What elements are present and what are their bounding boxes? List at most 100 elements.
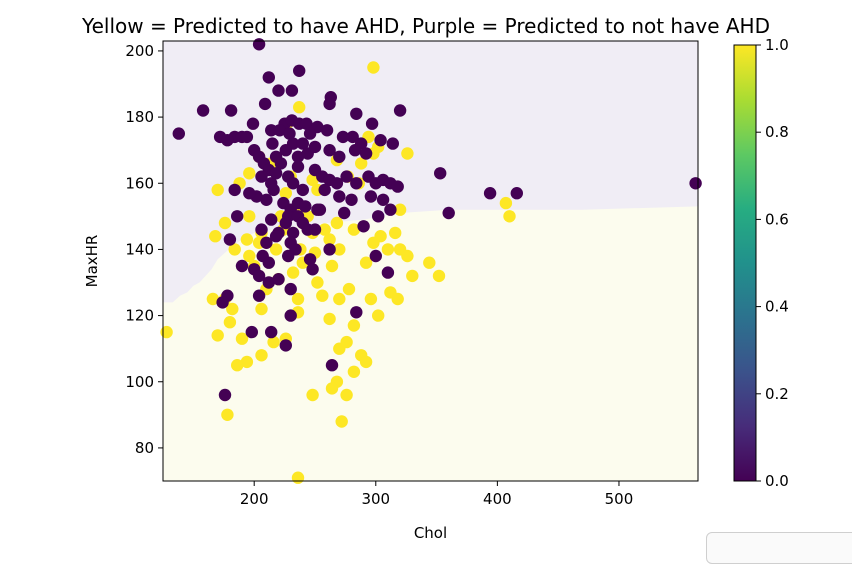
data-point-ahd <box>432 269 446 283</box>
data-point-no-ahd <box>246 117 260 130</box>
data-point-no-ahd <box>381 266 395 279</box>
data-point-no-ahd <box>359 147 373 160</box>
colorbar-ticks: 0.0 0.2 0.4 0.6 0.8 1.0 <box>756 36 789 490</box>
data-point-no-ahd <box>303 253 317 266</box>
data-point-ahd <box>367 236 380 249</box>
y-tick-label: 180 <box>125 108 154 126</box>
colorbar-scale <box>733 44 757 482</box>
colorbar-tick-label: 0.6 <box>765 210 789 228</box>
data-point-no-ahd <box>391 180 404 193</box>
data-point-ahd <box>381 243 395 256</box>
plot-frame <box>162 40 699 482</box>
data-point-ahd <box>223 316 237 329</box>
data-point-no-ahd <box>279 339 292 352</box>
data-point-no-ahd <box>223 233 237 246</box>
data-point-ahd <box>325 259 339 273</box>
data-point-no-ahd <box>325 359 339 372</box>
data-point-ahd <box>267 335 280 349</box>
data-point-no-ahd <box>272 273 285 286</box>
data-point-no-ahd <box>228 183 241 197</box>
data-point-no-ahd <box>510 187 523 200</box>
data-point-ahd <box>359 355 373 369</box>
data-point-no-ahd <box>330 177 344 190</box>
data-point-ahd <box>240 233 254 246</box>
data-point-no-ahd <box>376 193 390 206</box>
output-toolbar[interactable] <box>706 532 852 564</box>
data-point-no-ahd <box>221 134 234 147</box>
data-point-no-ahd <box>252 289 266 302</box>
data-point-no-ahd <box>393 104 407 117</box>
data-point-ahd <box>393 203 407 216</box>
data-point-ahd <box>347 365 361 378</box>
data-point-ahd <box>391 292 404 306</box>
data-point-no-ahd <box>273 124 286 137</box>
data-point-no-ahd <box>274 157 288 170</box>
data-point-no-ahd <box>372 210 385 223</box>
data-point-no-ahd <box>365 117 379 130</box>
data-point-no-ahd <box>262 256 275 269</box>
data-point-no-ahd <box>320 124 334 137</box>
data-point-no-ahd <box>235 259 249 273</box>
data-point-ahd <box>228 243 241 256</box>
data-point-no-ahd <box>252 269 266 283</box>
data-point-ahd <box>503 210 516 223</box>
data-point-no-ahd <box>240 130 254 144</box>
data-point-no-ahd <box>262 276 275 289</box>
data-point-ahd <box>243 249 256 263</box>
data-point-no-ahd <box>303 127 317 140</box>
data-point-no-ahd <box>323 144 336 157</box>
data-point-ahd <box>235 332 249 345</box>
data-point-no-ahd <box>300 117 313 130</box>
data-point-ahd <box>340 335 353 349</box>
data-point-ahd <box>325 382 339 395</box>
data-point-no-ahd <box>284 309 297 322</box>
data-point-no-ahd <box>283 127 296 140</box>
data-point-ahd <box>347 223 361 236</box>
y-axis: 80 100 120 140 160 180 200 <box>125 42 163 457</box>
data-point-ahd <box>255 302 268 316</box>
data-point-no-ahd <box>323 97 336 111</box>
data-point-no-ahd <box>333 190 346 203</box>
data-point-no-ahd <box>348 144 362 157</box>
data-point-no-ahd <box>285 84 299 97</box>
data-point-no-ahd <box>266 137 279 150</box>
colorbar-tick-label: 0.0 <box>765 472 789 490</box>
data-point-no-ahd <box>267 183 280 197</box>
chart-title: Yellow = Predicted to have AHD, Purple =… <box>82 14 770 38</box>
data-point-ahd <box>347 319 361 332</box>
data-point-ahd <box>423 256 436 269</box>
data-point-no-ahd <box>279 144 292 157</box>
data-point-no-ahd <box>384 203 397 216</box>
data-point-no-ahd <box>265 213 278 226</box>
data-point-ahd <box>209 230 222 243</box>
data-point-ahd <box>364 292 378 306</box>
data-point-no-ahd <box>260 193 273 206</box>
data-point-no-ahd <box>282 249 295 263</box>
data-point-no-ahd <box>231 210 244 223</box>
data-point-ahd <box>240 355 254 369</box>
data-point-ahd <box>226 302 239 316</box>
data-point-ahd <box>206 292 220 306</box>
plot-area <box>160 38 702 484</box>
data-point-no-ahd <box>350 107 363 121</box>
y-tick-label: 80 <box>135 439 154 457</box>
data-point-ahd <box>499 196 513 210</box>
data-point-no-ahd <box>269 230 283 243</box>
colorbar-tick-label: 0.4 <box>765 298 789 316</box>
data-point-no-ahd <box>357 220 370 233</box>
data-point-no-ahd <box>296 137 309 150</box>
data-point-ahd <box>269 243 283 256</box>
data-point-no-ahd <box>346 130 359 144</box>
data-point-ahd <box>406 269 419 283</box>
data-point-ahd <box>316 289 329 302</box>
data-point-no-ahd <box>243 187 256 200</box>
data-point-ahd <box>255 349 268 362</box>
data-point-no-ahd <box>350 177 363 190</box>
data-point-no-ahd <box>338 206 351 220</box>
data-point-no-ahd <box>284 282 297 296</box>
data-point-ahd <box>291 471 305 484</box>
data-point-no-ahd <box>299 200 312 213</box>
data-point-ahd <box>231 359 244 372</box>
data-point-no-ahd <box>255 223 268 236</box>
data-point-ahd <box>279 187 292 200</box>
